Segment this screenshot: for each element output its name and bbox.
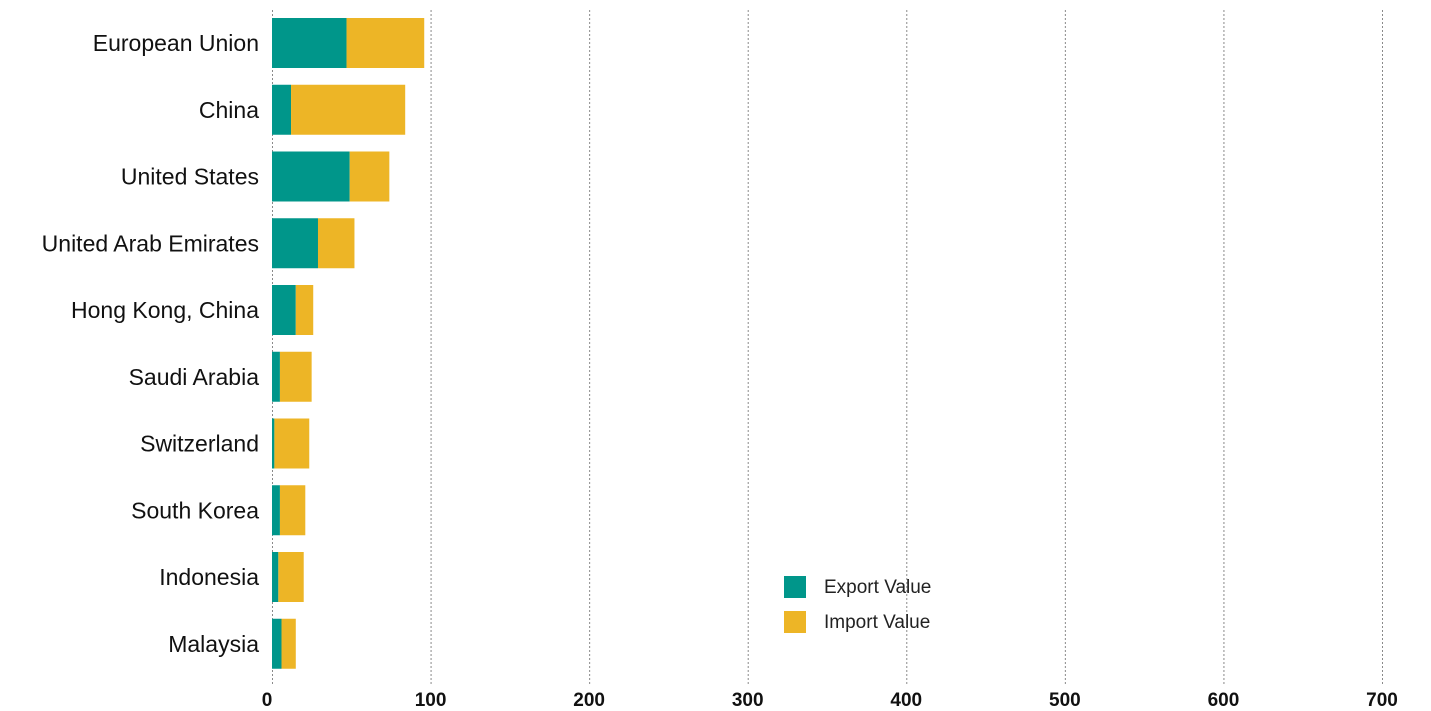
bar-united-arab-emirates-import [317,218,355,269]
bar-china-import [291,84,406,135]
bar-switzerland-import [274,418,310,469]
category-label-united-arab-emirates: United Arab Emirates [42,230,259,256]
grid-lines [272,10,1383,684]
legend-label-export: Export Value [824,577,931,598]
category-labels: European Union China United States United A… [42,30,260,657]
legend: Export Value Import Value [784,576,931,633]
category-label-switzerland: Switzerland [140,431,259,457]
legend-label-import: Import Value [824,612,930,633]
bar-indonesia-import [278,552,304,602]
bar-european-union-export [272,18,347,68]
bar-south-korea-import [279,485,306,536]
bar-hong-kong-china-import [295,285,314,335]
category-label-hong-kong-china: Hong Kong, China [71,297,259,323]
x-tick-label-700: 700 [1366,690,1398,711]
bar-saudi-arabia-import [279,351,312,402]
category-label-south-korea: South Korea [131,497,259,523]
x-tick-label-0: 0 [262,690,273,711]
legend-swatch-import [784,611,806,633]
bar-indonesia-export [272,552,279,602]
category-label-european-union: European Union [93,30,259,56]
x-tick-label-100: 100 [415,690,447,711]
bar-united-states-import [349,151,390,202]
bar-european-union-import [346,18,425,68]
x-axis-tick-labels: 0 100 200 300 400 500 600 700 [262,690,1398,711]
bar-south-korea-export [272,485,280,536]
bar-united-arab-emirates-export [272,218,318,269]
bar-china-export [272,84,292,135]
category-label-malaysia: Malaysia [168,631,259,657]
bars [272,18,425,669]
x-tick-label-400: 400 [890,690,922,711]
bar-malaysia-import [281,618,296,669]
x-tick-label-600: 600 [1208,690,1240,711]
bar-united-states-export [272,151,350,202]
bar-switzerland-export [272,418,275,469]
x-tick-label-300: 300 [732,690,764,711]
bar-saudi-arabia-export [272,351,280,402]
bar-hong-kong-china-export [272,285,296,335]
legend-swatch-export [784,576,806,598]
x-tick-label-500: 500 [1049,690,1081,711]
category-label-united-states: United States [121,164,259,190]
category-label-indonesia: Indonesia [159,564,259,590]
bar-malaysia-export [272,618,282,669]
category-label-saudi-arabia: Saudi Arabia [129,364,260,390]
category-label-china: China [199,97,259,123]
x-tick-label-200: 200 [573,690,605,711]
